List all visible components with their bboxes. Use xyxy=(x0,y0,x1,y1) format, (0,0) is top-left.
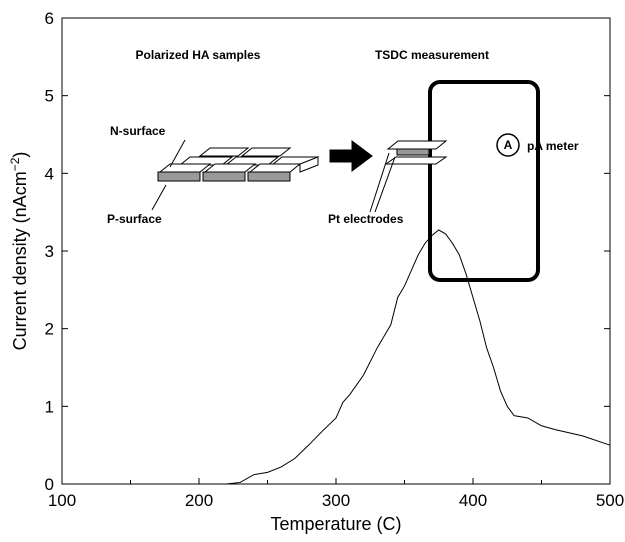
x-axis-label: Temperature (C) xyxy=(270,514,401,534)
y-tick-label: 1 xyxy=(45,397,54,416)
plot-frame xyxy=(61,17,611,485)
inset-diagram xyxy=(151,80,540,282)
y-tick-label: 6 xyxy=(45,9,54,28)
annotation: N-surface xyxy=(110,124,166,138)
y-axis-label-end: ) xyxy=(10,152,30,158)
x-tick-label: 500 xyxy=(596,491,624,510)
annotation: A xyxy=(504,138,513,152)
annotation: P-surface xyxy=(107,212,162,226)
y-tick-label: 3 xyxy=(45,242,54,261)
y-tick-label: 2 xyxy=(45,320,54,339)
y-axis-label: Current density (nAcm−2) xyxy=(8,152,30,351)
data-line xyxy=(171,229,611,485)
y-tick-label: 5 xyxy=(45,87,54,106)
x-tick-label: 200 xyxy=(185,491,213,510)
annotation: pA meter xyxy=(527,139,579,153)
x-tick-label: 100 xyxy=(48,491,76,510)
annotation: Pt electrodes xyxy=(328,212,404,226)
annotation: TSDC measurement xyxy=(375,48,489,62)
x-tick-label: 400 xyxy=(459,491,487,510)
y-axis-label-sup: −2 xyxy=(8,157,22,171)
annotation: Polarized HA samples xyxy=(136,48,261,62)
y-tick-label: 4 xyxy=(45,164,54,183)
y-tick-label: 0 xyxy=(45,475,54,494)
y-axis-label-main: Current density (nAcm xyxy=(10,171,30,350)
x-tick-label: 300 xyxy=(322,491,350,510)
